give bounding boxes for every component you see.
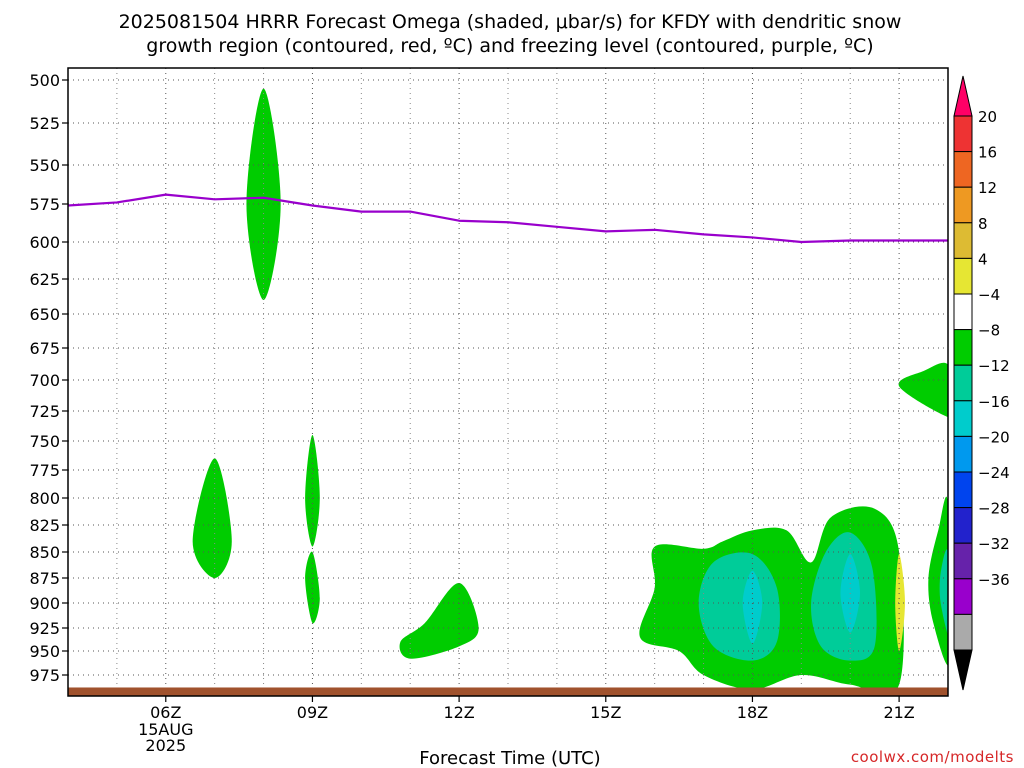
- y-tick-label: 950: [29, 642, 60, 661]
- omega-area-1: [192, 458, 232, 578]
- y-tick-label: 650: [29, 305, 60, 324]
- colorbar-swatch: [953, 329, 973, 366]
- omega-area-10: [895, 554, 905, 651]
- chart-title-line1: 2025081504 HRRR Forecast Omega (shaded, …: [119, 11, 902, 33]
- colorbar-swatch: [953, 471, 973, 509]
- freezing-level-layer: [68, 193, 948, 244]
- y-tick-label: 925: [29, 619, 60, 638]
- y-tick-label: 975: [29, 666, 60, 685]
- x-tick-label: 06Z: [150, 703, 181, 722]
- x-tick-label: 09Z: [297, 703, 328, 722]
- colorbar-swatch: [953, 293, 973, 331]
- colorbar-swatch: [953, 186, 973, 224]
- y-tick-label: 700: [29, 371, 60, 390]
- colorbar-label: −32: [978, 535, 1010, 553]
- colorbar-label: −8: [978, 322, 1000, 340]
- y-tick-label: 725: [29, 402, 60, 421]
- omega-area-2: [305, 435, 320, 547]
- credit-text: coolwx.com/modelts: [851, 748, 1014, 766]
- colorbar-label: 16: [978, 144, 997, 162]
- omega-area-4: [399, 582, 479, 659]
- y-tick-label: 775: [29, 461, 60, 480]
- chart-title-line2: growth region (contoured, red, ºC) and f…: [146, 35, 873, 57]
- colorbar-label: 20: [978, 108, 997, 126]
- y-tick-label: 750: [29, 432, 60, 451]
- omega-area-0: [246, 88, 281, 300]
- omega-area-11: [898, 362, 948, 417]
- colorbar-label: −20: [978, 428, 1010, 446]
- ground-layer: [68, 687, 948, 696]
- y-tick-label: 600: [29, 233, 60, 252]
- colorbar-label: −28: [978, 500, 1010, 518]
- y-tick-label: 850: [29, 543, 60, 562]
- colorbar-label: −4: [978, 286, 1000, 304]
- colorbar-swatch: [953, 257, 973, 295]
- colorbar-swatch: [953, 542, 973, 580]
- y-tick-label: 625: [29, 270, 60, 289]
- y-tick-label: 500: [29, 71, 60, 90]
- y-tick-label: 800: [29, 489, 60, 508]
- grid-lines: [68, 68, 948, 696]
- omega-area-3: [305, 551, 320, 624]
- colorbar-swatch: [953, 613, 973, 651]
- y-tick-label: 525: [29, 114, 60, 133]
- colorbar-swatch: [953, 507, 973, 544]
- colorbar-swatch: [953, 151, 973, 188]
- colorbar-swatch: [953, 400, 973, 437]
- colorbar-swatch: [953, 435, 973, 473]
- colorbar-label: −16: [978, 393, 1010, 411]
- colorbar-bottom-arrow: [953, 649, 973, 691]
- x-tick-label: 21Z: [883, 703, 914, 722]
- colorbar-top-arrow: [953, 75, 973, 117]
- colorbar-swatch: [953, 364, 973, 402]
- omega-area-12: [928, 496, 948, 666]
- colorbar-swatch: [953, 222, 973, 259]
- x-axis-label: Forecast Time (UTC): [419, 748, 600, 768]
- ground-surface: [68, 687, 948, 696]
- x-tick-sublabel: 15AUG: [138, 720, 193, 739]
- y-tick-label: 825: [29, 516, 60, 535]
- colorbar-label: 12: [978, 179, 997, 197]
- colorbar-swatch: [953, 578, 973, 615]
- y-tick-label: 675: [29, 339, 60, 358]
- y-tick-label: 575: [29, 195, 60, 214]
- plot-area: [192, 88, 948, 695]
- colorbar-label: −12: [978, 357, 1010, 375]
- colorbar-label: 8: [978, 215, 988, 233]
- x-tick-sublabel: 2025: [145, 736, 186, 755]
- y-tick-label: 875: [29, 569, 60, 588]
- freezing-level-line: [68, 193, 948, 244]
- colorbar-label: 4: [978, 250, 988, 268]
- y-tick-label: 550: [29, 156, 60, 175]
- colorbar-label: −36: [978, 571, 1010, 589]
- omega-area-8: [742, 570, 763, 644]
- colorbar-label: −24: [978, 464, 1010, 482]
- y-tick-label: 900: [29, 594, 60, 613]
- y-axis-ticks: 500 525 550 575 600 625 650 675 700 725 750 775 800 8…: [29, 71, 68, 685]
- omega-area-13: [939, 549, 948, 636]
- x-tick-label: 15Z: [590, 703, 621, 722]
- x-tick-label: 18Z: [737, 703, 768, 722]
- x-tick-label: 12Z: [443, 703, 474, 722]
- colorbar-swatch: [953, 115, 973, 153]
- omega-area-6: [698, 552, 780, 661]
- plot-frame: [67, 67, 949, 697]
- colorbar: 20 16 12 8 4 −4 −8 −12 −16 −20 −24 −28 −32 −36: [953, 75, 1010, 691]
